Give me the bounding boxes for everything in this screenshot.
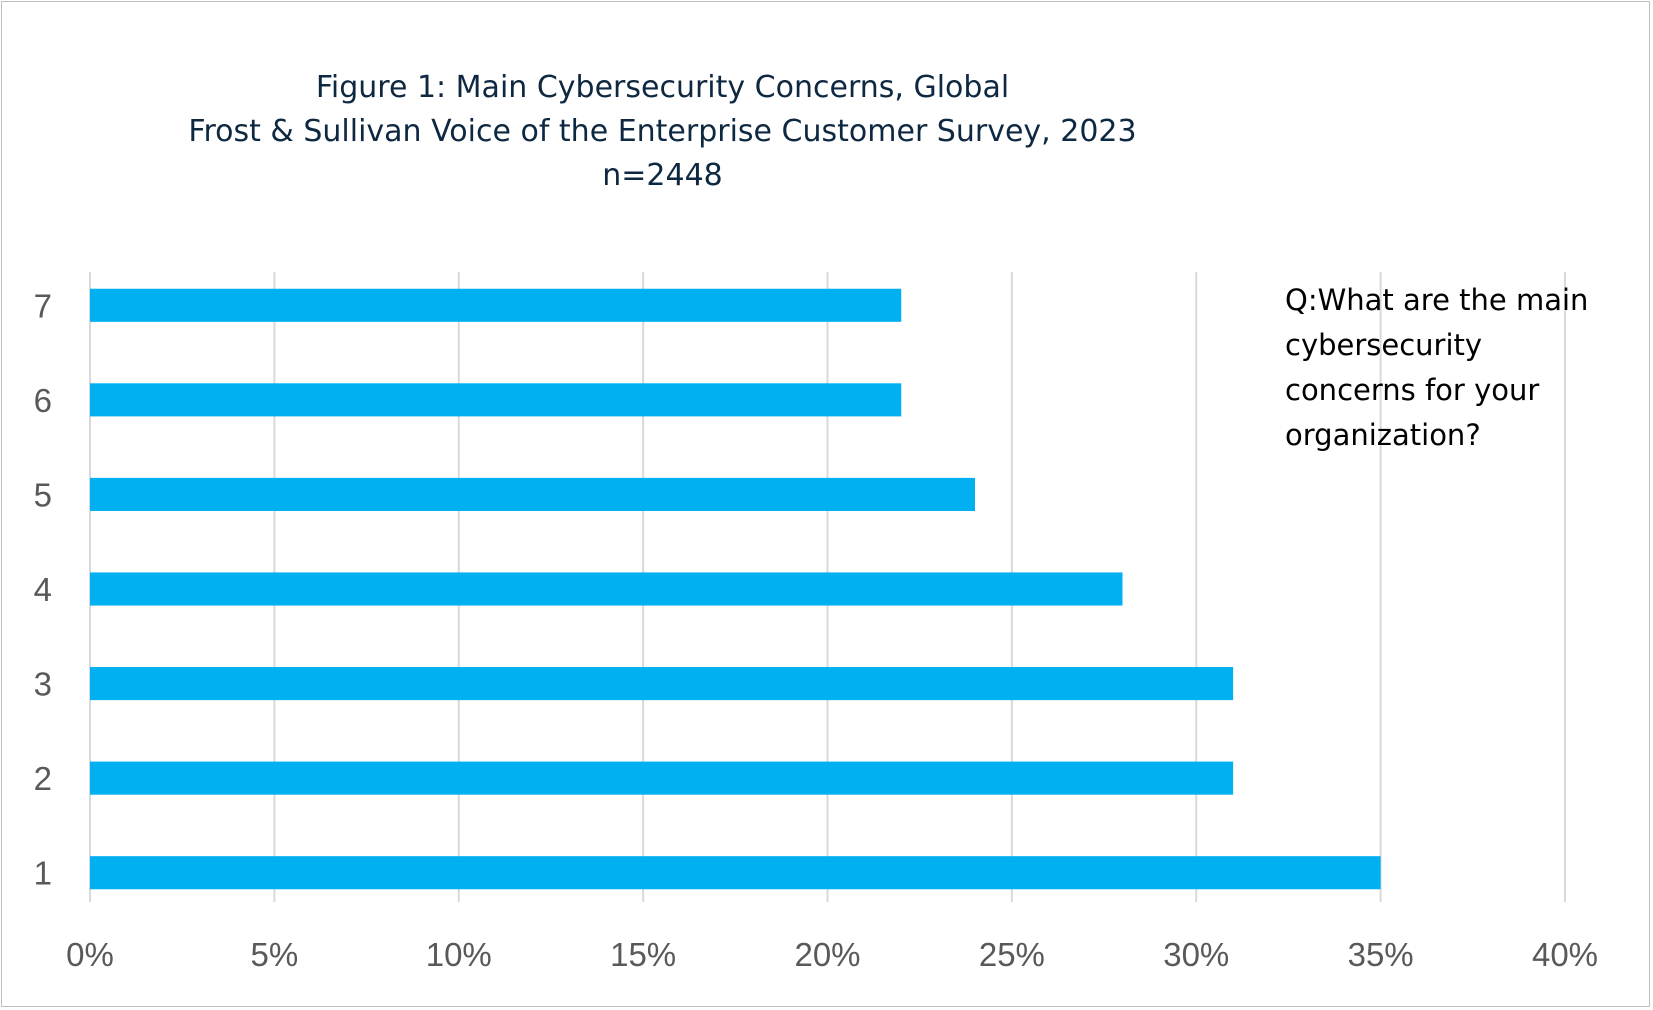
x-tick-label: 10%	[426, 936, 492, 973]
bars	[90, 288, 1381, 890]
y-tick-label: 3	[34, 666, 52, 703]
x-tick-label: 15%	[610, 936, 676, 973]
chart-title-line-3: n=2448	[602, 158, 723, 193]
question-line-4: organization?	[1285, 418, 1481, 452]
x-tick-label: 5%	[251, 936, 299, 973]
question-line-3: concerns for your	[1285, 373, 1540, 407]
chart-title-line-2: Frost & Sullivan Voice of the Enterprise…	[188, 114, 1137, 149]
question-line-1: Q:What are the main	[1285, 283, 1589, 317]
question-line-2: cybersecurity	[1285, 328, 1483, 362]
bar	[90, 856, 1381, 890]
bar	[90, 667, 1234, 701]
y-tick-label: 2	[34, 760, 52, 797]
y-tick-label: 5	[34, 476, 52, 513]
x-tick-label: 0%	[66, 936, 114, 973]
bar	[90, 477, 975, 511]
x-tick-label: 25%	[979, 936, 1045, 973]
y-axis-labels: 1 2 3 4 5 6 7	[34, 287, 52, 891]
y-tick-label: 4	[34, 571, 52, 608]
chart-title: Figure 1: Main Cybersecurity Concerns, G…	[0, 66, 1325, 198]
y-tick-label: 1	[34, 855, 52, 892]
y-tick-label: 6	[34, 382, 52, 419]
bar	[90, 383, 902, 417]
question-annotation: Q:What are the main cybersecurity concer…	[1285, 278, 1625, 458]
x-tick-label: 30%	[1163, 936, 1229, 973]
x-axis-labels: 0% 5% 10% 15% 20% 25% 30% 35% 40%	[66, 936, 1598, 973]
x-tick-label: 35%	[1348, 936, 1414, 973]
y-tick-label: 7	[34, 287, 52, 324]
bar	[90, 288, 902, 322]
x-tick-label: 40%	[1532, 936, 1598, 973]
chart-title-line-1: Figure 1: Main Cybersecurity Concerns, G…	[315, 70, 1010, 105]
bar	[90, 572, 1123, 606]
bar	[90, 761, 1234, 795]
x-tick-label: 20%	[794, 936, 860, 973]
